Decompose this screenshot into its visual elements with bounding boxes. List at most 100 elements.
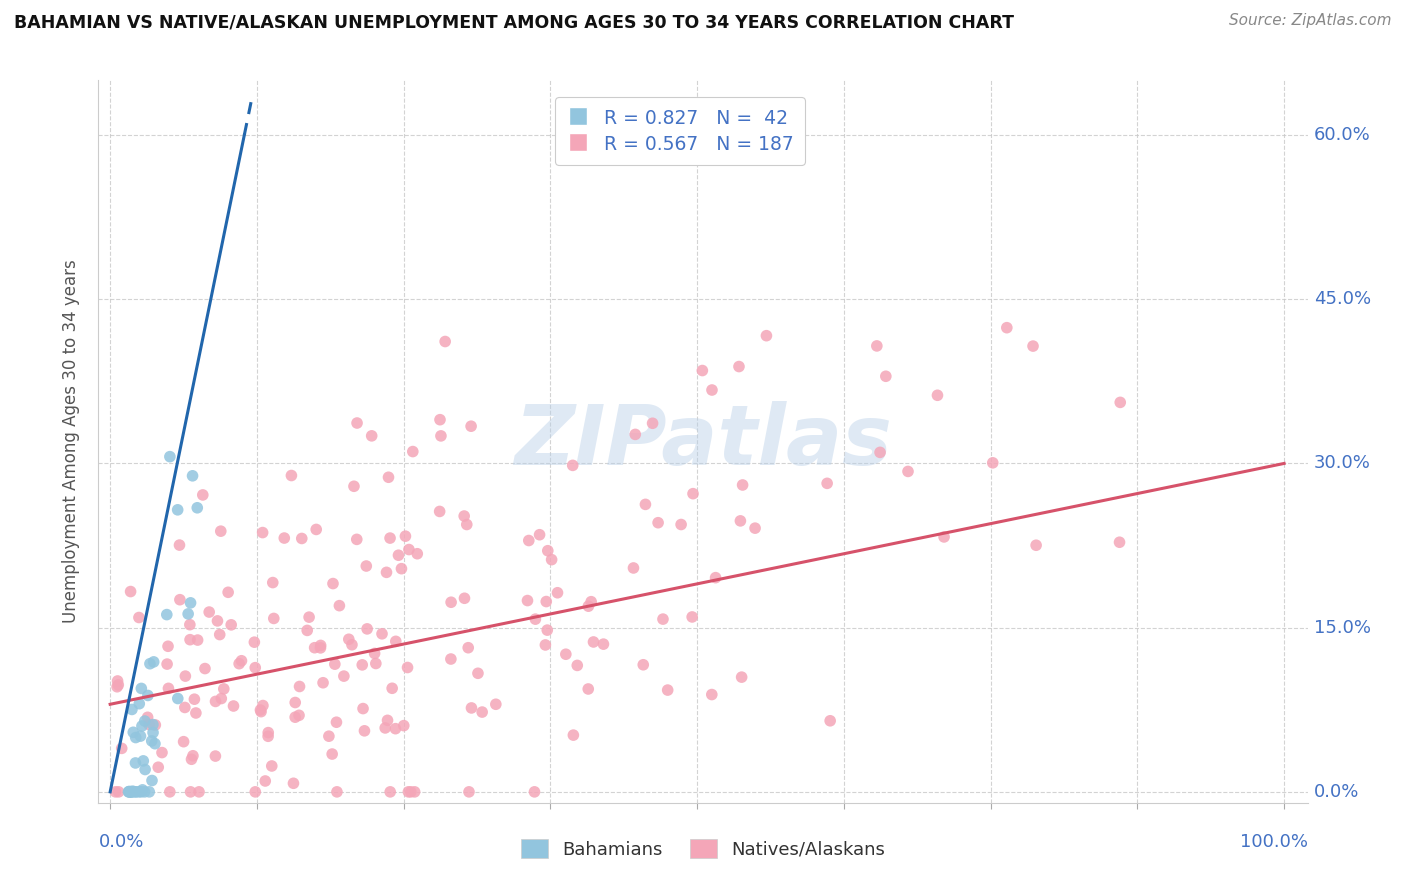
Text: 60.0%: 60.0% xyxy=(1313,126,1371,144)
Point xyxy=(364,657,387,671)
Point xyxy=(434,334,457,349)
Point xyxy=(377,714,399,728)
Point xyxy=(212,681,235,696)
Point xyxy=(356,622,378,636)
Point xyxy=(122,725,145,739)
Point xyxy=(104,785,127,799)
Point xyxy=(384,722,406,736)
Point xyxy=(456,517,478,532)
Point xyxy=(371,627,394,641)
Point xyxy=(399,785,422,799)
Point xyxy=(540,552,562,566)
Point xyxy=(181,748,204,763)
Point xyxy=(231,654,253,668)
Point xyxy=(273,531,295,545)
Point xyxy=(981,456,1004,470)
Point xyxy=(284,696,307,710)
Point xyxy=(652,612,675,626)
Point xyxy=(1108,535,1130,549)
Point xyxy=(337,632,360,647)
Point xyxy=(692,363,714,377)
Point xyxy=(107,785,129,799)
Point xyxy=(183,692,205,706)
Point xyxy=(121,702,143,716)
Point xyxy=(118,785,141,799)
Point xyxy=(387,548,409,562)
Text: 0.0%: 0.0% xyxy=(98,833,143,851)
Point xyxy=(125,731,148,745)
Text: 15.0%: 15.0% xyxy=(1313,619,1371,637)
Point xyxy=(471,705,494,719)
Point xyxy=(704,571,727,585)
Point xyxy=(284,710,307,724)
Text: BAHAMIAN VS NATIVE/ALASKAN UNEMPLOYMENT AMONG AGES 30 TO 34 YEARS CORRELATION CH: BAHAMIAN VS NATIVE/ALASKAN UNEMPLOYMENT … xyxy=(14,13,1014,31)
Point xyxy=(117,785,139,799)
Point xyxy=(1022,339,1045,353)
Point xyxy=(194,662,217,676)
Point xyxy=(728,359,751,374)
Point xyxy=(562,728,585,742)
Point xyxy=(207,614,229,628)
Point xyxy=(356,559,378,574)
Point xyxy=(179,632,201,647)
Point xyxy=(402,444,425,458)
Point xyxy=(579,595,602,609)
Point xyxy=(647,516,669,530)
Point xyxy=(128,610,150,624)
Point xyxy=(180,596,202,610)
Point xyxy=(129,729,152,743)
Point xyxy=(394,529,416,543)
Point xyxy=(534,638,557,652)
Legend: Bahamians, Natives/Alaskans: Bahamians, Natives/Alaskans xyxy=(513,832,893,866)
Point xyxy=(325,715,347,730)
Y-axis label: Unemployment Among Ages 30 to 34 years: Unemployment Among Ages 30 to 34 years xyxy=(62,260,80,624)
Point xyxy=(304,640,326,655)
Point xyxy=(323,657,346,672)
Point xyxy=(309,640,332,655)
Point xyxy=(318,729,340,743)
Point xyxy=(297,624,319,638)
Point xyxy=(312,675,335,690)
Point xyxy=(142,725,165,739)
Point xyxy=(524,612,547,626)
Point xyxy=(142,717,165,731)
Point xyxy=(156,607,179,622)
Point xyxy=(623,561,645,575)
Point xyxy=(321,747,343,761)
Point xyxy=(517,533,540,548)
Point xyxy=(186,500,208,515)
Point xyxy=(755,328,778,343)
Point xyxy=(516,593,538,607)
Point xyxy=(995,320,1018,334)
Point xyxy=(869,445,891,459)
Point xyxy=(406,547,429,561)
Point xyxy=(128,697,150,711)
Point xyxy=(700,688,723,702)
Text: ZIPatlas: ZIPatlas xyxy=(515,401,891,482)
Point xyxy=(250,705,273,719)
Point xyxy=(866,339,889,353)
Point xyxy=(815,476,838,491)
Point xyxy=(453,591,475,606)
Text: 45.0%: 45.0% xyxy=(1313,290,1371,309)
Point xyxy=(180,785,202,799)
Point xyxy=(148,760,170,774)
Point xyxy=(157,681,180,696)
Point xyxy=(398,542,420,557)
Point xyxy=(143,718,166,732)
Point xyxy=(177,607,200,621)
Point xyxy=(217,585,239,599)
Point xyxy=(150,746,173,760)
Point xyxy=(567,658,589,673)
Point xyxy=(288,708,311,723)
Point xyxy=(257,725,280,739)
Point xyxy=(392,718,415,732)
Point xyxy=(209,691,232,706)
Text: 100.0%: 100.0% xyxy=(1240,833,1308,851)
Point xyxy=(657,683,679,698)
Point xyxy=(669,517,692,532)
Point xyxy=(731,478,754,492)
Point xyxy=(173,700,195,714)
Point xyxy=(228,657,250,671)
Point xyxy=(181,468,204,483)
